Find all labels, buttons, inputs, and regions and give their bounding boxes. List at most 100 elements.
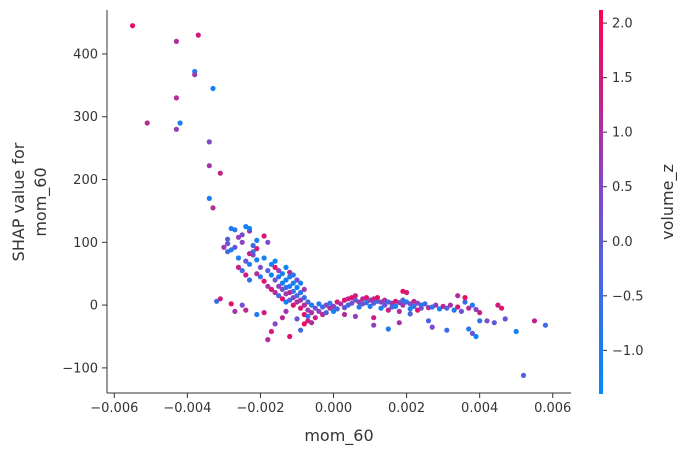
- data-point: [455, 304, 461, 310]
- data-point: [272, 264, 278, 270]
- data-point: [235, 264, 242, 270]
- data-point: [462, 299, 468, 305]
- data-point: [294, 277, 300, 283]
- data-point: [367, 303, 373, 309]
- data-point: [195, 32, 201, 38]
- data-point: [418, 305, 424, 311]
- data-point: [287, 283, 293, 289]
- data-point: [294, 284, 300, 291]
- data-point: [294, 316, 300, 322]
- data-point: [283, 277, 289, 283]
- data-point: [243, 272, 249, 278]
- data-point: [235, 255, 242, 261]
- data-point: [261, 233, 267, 239]
- data-point: [301, 302, 307, 308]
- data-point: [287, 269, 293, 275]
- data-point: [279, 296, 285, 302]
- data-point: [210, 205, 216, 211]
- data-point: [265, 283, 271, 289]
- colorbar-tick-label: −1.0: [612, 344, 644, 359]
- data-point: [458, 308, 464, 314]
- data-point: [239, 302, 245, 308]
- data-point: [265, 268, 271, 274]
- data-point: [495, 302, 501, 308]
- colorbar-title: volume_z: [658, 164, 678, 240]
- data-point: [407, 311, 413, 317]
- data-point: [290, 288, 296, 294]
- data-point: [173, 126, 179, 132]
- data-point: [144, 120, 150, 126]
- data-point: [301, 321, 307, 327]
- colorbar: [599, 10, 603, 394]
- data-point: [261, 278, 267, 284]
- data-point: [513, 328, 519, 335]
- data-point: [374, 295, 380, 301]
- data-point: [484, 318, 490, 324]
- data-point: [349, 300, 355, 306]
- data-point: [473, 306, 479, 313]
- x-axis-ticks: −0.006 −0.004 −0.002 0.000 0.002 0.004 0.006: [90, 393, 571, 416]
- data-point: [411, 303, 417, 309]
- x-tick-label: 0.006: [534, 401, 571, 416]
- data-point: [455, 293, 461, 299]
- data-point: [268, 286, 274, 292]
- data-point: [352, 313, 358, 319]
- colorbar-tick-label: 1.0: [612, 126, 633, 141]
- data-point: [206, 163, 212, 169]
- data-point: [279, 280, 285, 286]
- x-tick-label: −0.006: [90, 401, 138, 416]
- data-point: [305, 313, 311, 319]
- data-point: [502, 316, 508, 322]
- data-point: [268, 261, 274, 267]
- data-point: [206, 195, 212, 201]
- data-point: [520, 372, 527, 378]
- data-point: [305, 299, 311, 305]
- data-point: [239, 268, 245, 274]
- data-point: [239, 232, 245, 238]
- data-point: [316, 301, 322, 307]
- data-point: [531, 318, 538, 324]
- data-point: [301, 286, 307, 292]
- data-point: [356, 304, 362, 310]
- data-point: [378, 305, 384, 311]
- data-point: [309, 320, 315, 326]
- data-point: [491, 320, 497, 326]
- data-point: [272, 321, 278, 327]
- colorbar-ticks: −1.0 −0.5 0.0 0.5 1.0 1.5 2.0: [603, 17, 644, 359]
- data-point: [338, 301, 344, 307]
- data-point: [396, 308, 402, 314]
- data-point: [407, 306, 413, 312]
- data-point: [298, 327, 304, 333]
- data-point: [352, 293, 358, 299]
- data-point: [301, 295, 307, 301]
- data-point: [341, 311, 348, 318]
- data-point: [451, 307, 457, 313]
- data-point: [243, 258, 249, 264]
- data-point: [192, 72, 198, 78]
- y-tick-label: 300: [73, 110, 98, 125]
- data-point: [363, 300, 369, 306]
- data-point: [477, 318, 483, 324]
- data-point: [225, 236, 231, 242]
- y-axis-title-line-1: SHAP value for: [9, 142, 28, 261]
- data-point: [243, 307, 249, 313]
- data-point: [298, 297, 304, 303]
- data-point: [444, 327, 450, 333]
- data-point: [447, 302, 453, 308]
- data-point: [272, 289, 278, 296]
- data-point: [312, 305, 318, 311]
- data-point: [276, 283, 282, 289]
- x-axis-title: mom_60: [304, 426, 373, 446]
- data-point: [206, 139, 212, 145]
- data-point: [385, 326, 391, 332]
- data-point: [210, 85, 216, 92]
- y-tick-label: 200: [73, 173, 98, 188]
- data-point: [221, 244, 227, 250]
- x-tick-label: 0.004: [461, 401, 498, 416]
- data-point: [228, 301, 234, 307]
- data-point: [382, 302, 388, 308]
- data-point: [309, 310, 315, 316]
- data-point: [294, 293, 300, 299]
- data-point: [214, 298, 220, 304]
